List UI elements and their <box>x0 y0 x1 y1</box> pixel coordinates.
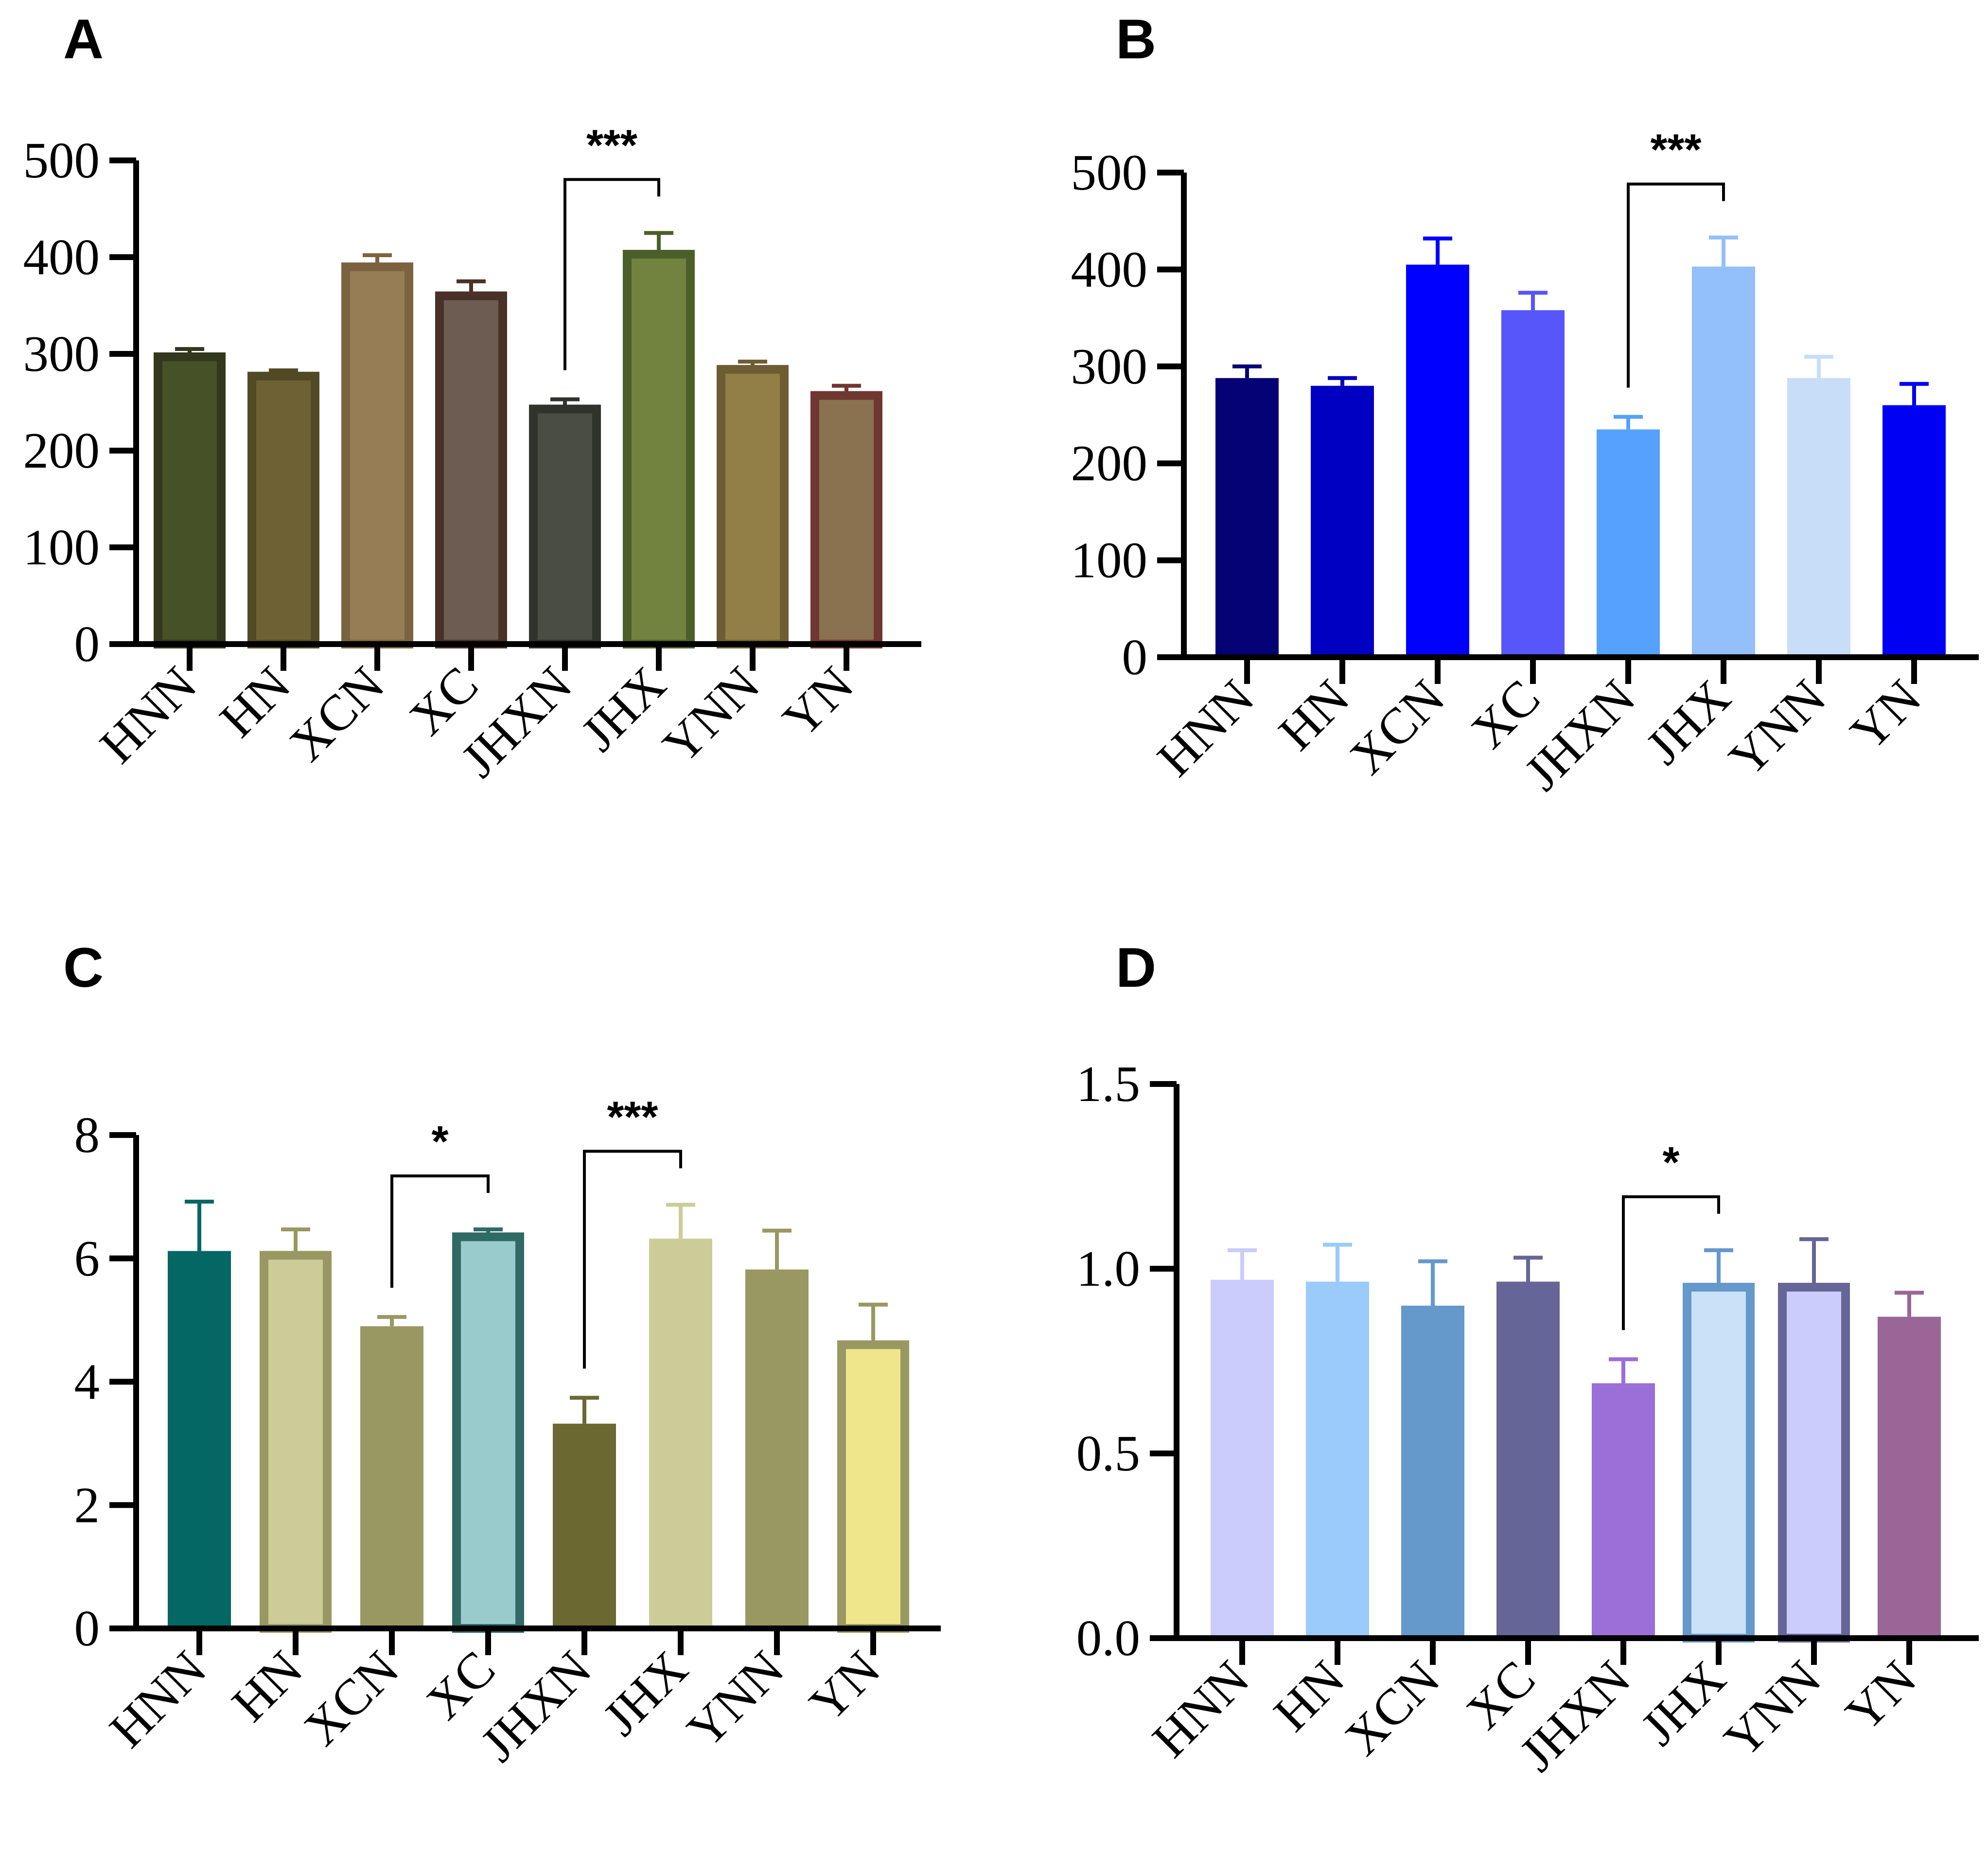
x-tick-label: XCN <box>1334 1650 1450 1766</box>
bar-yn <box>837 1340 909 1633</box>
x-tick-label: YN <box>798 1640 891 1732</box>
y-tick-label: 500 <box>23 132 100 189</box>
y-tick-label: 300 <box>1071 338 1148 395</box>
bar-xcn <box>341 262 413 648</box>
axes <box>133 1135 941 1631</box>
bar-xc <box>1501 310 1565 657</box>
bar-ynn <box>1787 378 1850 657</box>
y-tick-label: 100 <box>1071 532 1148 589</box>
x-tick-label: YN <box>1839 669 1932 761</box>
x-tick-label: JHX <box>1635 669 1741 775</box>
significance-label: *** <box>1650 126 1701 175</box>
y-tick-label: 1.5 <box>1076 1055 1140 1112</box>
y-tick-label: 1.0 <box>1076 1240 1140 1297</box>
bar-hnn <box>1211 1279 1274 1638</box>
x-tick-label: JHXN <box>1513 669 1646 801</box>
y-tick-label: 8 <box>74 1106 100 1163</box>
x-tick-label: JHXN <box>1509 1650 1641 1782</box>
x-tick-label: JHX <box>592 1640 698 1747</box>
bar-xc <box>435 291 507 648</box>
bar-jhx <box>1692 266 1755 657</box>
x-tick-label: HNN <box>89 656 208 774</box>
bar-jhxn <box>1592 1383 1655 1638</box>
bar-hnn <box>168 1251 231 1628</box>
x-tick-label: JHXN <box>450 656 582 788</box>
bar-ynn <box>717 365 789 648</box>
y-tick-label: 200 <box>1071 435 1148 491</box>
y-tick-label: 0 <box>74 615 100 672</box>
significance-label: *** <box>586 121 637 170</box>
x-tick-label: YN <box>772 656 864 748</box>
bar-hn <box>260 1251 332 1633</box>
y-tick-label: 500 <box>1071 144 1148 201</box>
x-tick-label: HNN <box>1142 1650 1260 1768</box>
x-tick-label: XCN <box>293 1640 409 1756</box>
y-tick-label: 400 <box>1071 241 1148 297</box>
x-tick-label: YNN <box>676 1640 795 1759</box>
bar-jhx <box>1683 1283 1755 1643</box>
significance-bracket <box>1622 1195 1720 1330</box>
bar-hnn <box>1215 378 1279 657</box>
bar-jhx <box>623 250 695 648</box>
x-tick-label: JHX <box>1630 1650 1736 1756</box>
y-tick-label: 0.0 <box>1076 1609 1140 1666</box>
y-tick-label: 200 <box>23 422 100 479</box>
y-tick-label: 400 <box>23 228 100 285</box>
x-tick-label: HNN <box>99 1640 217 1759</box>
y-tick-label: 0.5 <box>1076 1425 1140 1482</box>
panel-letter: C <box>63 937 104 999</box>
x-tick-label: JHXN <box>470 1640 602 1772</box>
significance-label: * <box>1662 1138 1679 1187</box>
bar-hn <box>247 371 319 648</box>
significance-label: * <box>431 1118 448 1166</box>
axes <box>1181 173 1979 660</box>
panel-letter: A <box>63 8 104 70</box>
x-tick-label: YN <box>1834 1650 1927 1742</box>
significance-label: *** <box>607 1093 658 1141</box>
x-tick-label: HNN <box>1146 669 1265 787</box>
bar-hn <box>1311 385 1374 657</box>
bar-yn <box>810 391 882 648</box>
y-tick-label: 6 <box>74 1230 100 1287</box>
x-tick-label: YNN <box>652 656 771 774</box>
y-tick-label: 100 <box>23 519 100 576</box>
bar-jhxn <box>553 1423 616 1628</box>
bar-hn <box>1306 1281 1369 1638</box>
x-tick-label: XCN <box>279 656 395 772</box>
significance-bracket <box>1627 182 1725 388</box>
x-tick-label: YNN <box>1718 669 1837 787</box>
bar-xc <box>452 1232 524 1633</box>
significance-bracket <box>583 1150 682 1369</box>
bar-yn <box>1878 1316 1941 1638</box>
bar-hnn <box>154 352 226 648</box>
axes <box>1174 1084 1979 1641</box>
bar-xcn <box>360 1326 423 1628</box>
y-tick-label: 2 <box>74 1476 100 1533</box>
bar-xcn <box>1406 264 1469 657</box>
bar-jhxn <box>1597 429 1660 657</box>
bar-yn <box>1882 405 1946 657</box>
panel-letter: D <box>1116 937 1156 999</box>
y-tick-label: 300 <box>23 325 100 382</box>
bar-jhxn <box>529 404 601 648</box>
x-tick-label: YNN <box>1713 1650 1832 1768</box>
panel-letter: B <box>1116 8 1156 70</box>
bar-ynn <box>1778 1283 1850 1643</box>
x-tick-label: XCN <box>1339 669 1455 785</box>
x-tick-label: JHX <box>570 656 676 762</box>
bar-xc <box>1496 1281 1560 1638</box>
significance-bracket <box>390 1174 490 1288</box>
y-tick-label: 0 <box>1122 629 1148 685</box>
y-tick-label: 4 <box>74 1353 100 1410</box>
y-tick-label: 0 <box>74 1600 100 1657</box>
bar-ynn <box>745 1269 809 1628</box>
bar-xcn <box>1401 1306 1464 1638</box>
significance-bracket <box>563 178 660 370</box>
bar-jhx <box>649 1239 712 1628</box>
